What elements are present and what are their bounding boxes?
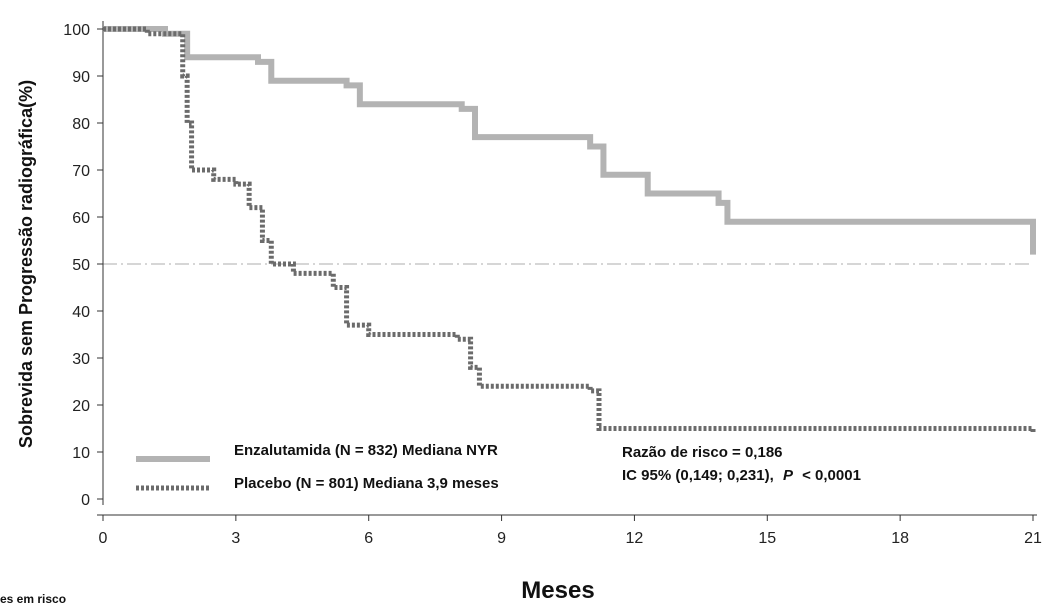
y-tick-label: 80 — [72, 116, 90, 133]
y-tick-label: 30 — [72, 351, 90, 368]
x-tick-label: 12 — [626, 530, 644, 547]
y-tick-label: 100 — [63, 22, 90, 39]
cut-off-risk-label: es em risco — [0, 592, 66, 605]
x-tick-label: 6 — [364, 530, 373, 547]
y-tick-label: 60 — [72, 210, 90, 227]
y-tick-label: 40 — [72, 304, 90, 321]
p-value: < 0,0001 — [802, 467, 861, 484]
y-tick-label: 50 — [72, 257, 90, 274]
ci-main: IC 95% (0,149; 0,231), — [622, 467, 774, 484]
series-layer — [103, 26, 1036, 434]
x-tick-label: 21 — [1024, 530, 1042, 547]
y-tick-label: 0 — [81, 492, 90, 509]
x-tick-label: 18 — [891, 530, 909, 547]
hazard-ratio-annotation: Razão de risco = 0,186 IC 95% (0,149; 0,… — [622, 444, 861, 484]
axes-layer: 0 10 20 30 40 50 60 70 80 90 100 0 3 6 9 12 15 18 21 — [63, 21, 1042, 547]
confidence-interval-text: IC 95% (0,149; 0,231), P < 0,0001 — [622, 467, 861, 484]
y-tick-label: 10 — [72, 445, 90, 462]
legend-label-enzalutamida: Enzalutamida (N = 832) Mediana NYR — [234, 442, 498, 459]
series-line-placebo — [103, 26, 1036, 434]
y-axis-title: Sobrevida sem Progressão radiográfica(%) — [16, 80, 36, 448]
x-tick-label: 15 — [758, 530, 776, 547]
p-symbol: P — [783, 467, 794, 484]
hazard-ratio-text: Razão de risco = 0,186 — [622, 444, 783, 461]
x-tick-label: 0 — [99, 530, 108, 547]
legend-label-placebo: Placebo (N = 801) Mediana 3,9 meses — [234, 475, 499, 492]
series-line-enzalutamida — [103, 26, 1036, 255]
y-tick-label: 70 — [72, 163, 90, 180]
y-tick-label: 90 — [72, 69, 90, 86]
legend: Enzalutamida (N = 832) Mediana NYR Place… — [136, 442, 499, 492]
y-tick-label: 20 — [72, 398, 90, 415]
x-tick-label: 9 — [497, 530, 506, 547]
x-axis-title: Meses — [521, 577, 594, 604]
x-tick-label: 3 — [231, 530, 240, 547]
